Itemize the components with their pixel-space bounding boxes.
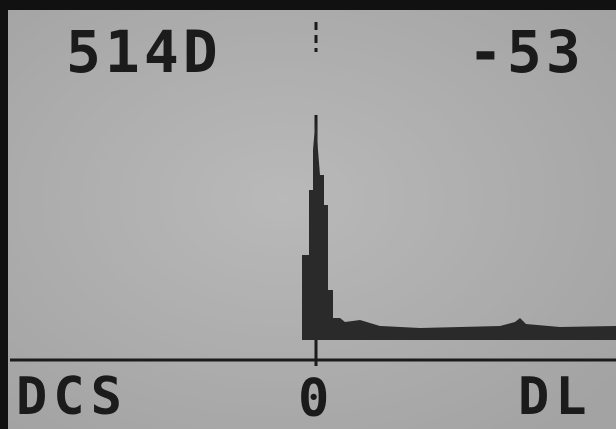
lcd-screen: 514D -53 DCS 0 DL: [0, 0, 616, 429]
bottom-right-label: DL: [518, 367, 593, 427]
bottom-center-label: 0: [298, 369, 335, 429]
top-left-readout: 514D: [66, 18, 222, 86]
top-right-readout: -53: [468, 18, 585, 86]
page: {"display": {"top_left": "514D", "top_ri…: [0, 0, 616, 429]
bottom-left-label: DCS: [16, 367, 128, 427]
